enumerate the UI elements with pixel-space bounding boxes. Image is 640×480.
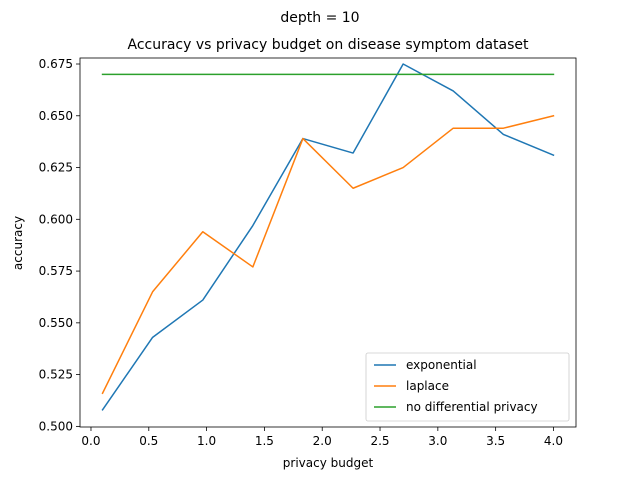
- x-tick-label: 4.0: [544, 434, 563, 448]
- x-tick-label: 2.5: [370, 434, 389, 448]
- series-layer: [101, 63, 555, 411]
- x-tick-label: 0.0: [81, 434, 100, 448]
- y-tick-label: 0.625: [39, 161, 73, 175]
- y-tick-label: 0.650: [39, 109, 73, 123]
- x-axis-label: privacy budget: [283, 456, 374, 470]
- series-line-exponential: [101, 63, 555, 411]
- chart-title: Accuracy vs privacy budget on disease sy…: [128, 37, 530, 53]
- series-line-laplace: [101, 114, 555, 395]
- y-tick-label: 0.500: [39, 419, 73, 433]
- legend: exponential laplace no differential privac…: [365, 352, 570, 422]
- chart-suptitle: depth = 10: [280, 10, 359, 26]
- x-tick-label: 1.5: [255, 434, 274, 448]
- plot-frame: [79, 57, 577, 428]
- legend-label: laplace: [406, 379, 449, 393]
- x-axis: 0.0 0.5 1.0 1.5 2.0 2.5 3.0 3.5 4.0: [81, 427, 563, 448]
- y-axis: 0.500 0.525 0.550 0.575 0.600 0.625 0.650 0.675: [39, 57, 80, 433]
- legend-box: [365, 352, 570, 422]
- x-tick-label: 2.0: [313, 434, 332, 448]
- legend-label: no differential privacy: [406, 400, 538, 414]
- y-tick-label: 0.575: [39, 264, 73, 278]
- y-tick-label: 0.550: [39, 316, 73, 330]
- y-axis-label: accuracy: [11, 216, 25, 270]
- y-tick-label: 0.600: [39, 212, 73, 226]
- legend-label: exponential: [406, 358, 477, 372]
- y-tick-label: 0.525: [39, 368, 73, 382]
- x-tick-label: 1.0: [197, 434, 216, 448]
- x-tick-label: 0.5: [139, 434, 158, 448]
- x-tick-label: 3.0: [428, 434, 447, 448]
- y-tick-label: 0.675: [39, 57, 73, 71]
- x-tick-label: 3.5: [486, 434, 505, 448]
